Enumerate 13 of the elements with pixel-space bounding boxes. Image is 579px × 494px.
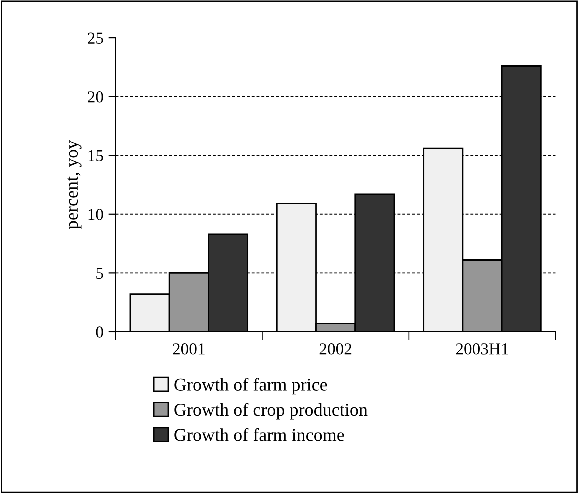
y-tick-label: 5 bbox=[96, 268, 104, 280]
legend-label: Growth of crop production bbox=[174, 403, 368, 420]
y-tick-label: 0 bbox=[96, 326, 104, 338]
y-tick-label: 20 bbox=[88, 92, 104, 103]
x-tick-label: 2003H1 bbox=[456, 344, 508, 355]
y-axis-title: percent, yoy bbox=[68, 140, 82, 230]
x-tick-label: 2001 bbox=[173, 344, 205, 355]
y-tick-label: 25 bbox=[88, 32, 104, 44]
legend-label: Growth of farm income bbox=[174, 428, 344, 442]
legend-label: Growth of farm price bbox=[174, 378, 328, 395]
y-tick-label: 15 bbox=[88, 150, 104, 162]
y-tick-label: 10 bbox=[88, 209, 104, 220]
x-tick-label: 2002 bbox=[320, 344, 352, 355]
